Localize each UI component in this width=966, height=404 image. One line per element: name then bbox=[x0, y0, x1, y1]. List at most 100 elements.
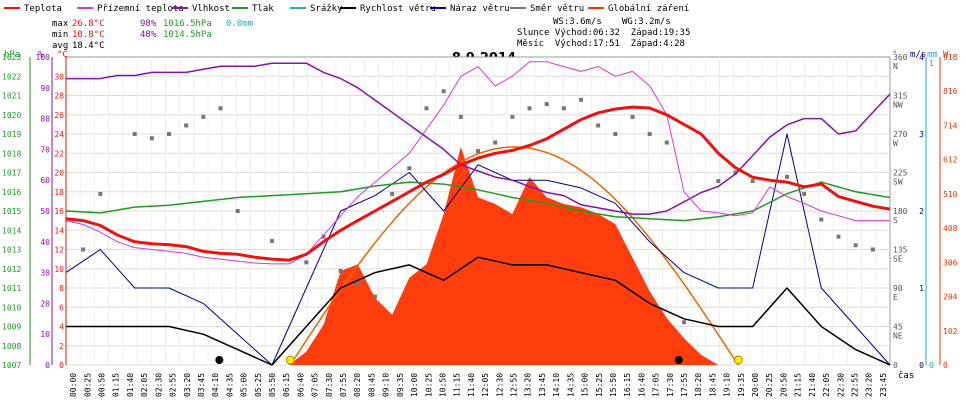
smer-point bbox=[184, 123, 189, 128]
tick-wm2: 0 bbox=[943, 361, 948, 370]
smer-point bbox=[664, 140, 669, 145]
tick-temp: 6 bbox=[59, 303, 64, 312]
x-tick-label: 01:40 bbox=[126, 373, 135, 397]
x-tick-label: 17:55 bbox=[680, 373, 689, 397]
tick-temp: 0 bbox=[59, 361, 64, 370]
tick-dir: 135 bbox=[893, 246, 908, 255]
tick-pct: 20 bbox=[40, 299, 50, 308]
line-vlhkost bbox=[66, 62, 891, 215]
x-tick-label: 18:20 bbox=[694, 373, 703, 397]
smer-point bbox=[785, 174, 789, 179]
tick-mm: 0 bbox=[929, 361, 934, 370]
sun-row: Slunce Východ:06:32 Západ:19:35 bbox=[517, 28, 690, 38]
x-tick-label: 06:15 bbox=[282, 373, 291, 397]
x-tick-label: 05:25 bbox=[254, 373, 263, 397]
tick-dir: 90 bbox=[893, 284, 903, 293]
legend: Teplota Přízemní teplota Vlhkost Tlak Srážky… bbox=[4, 4, 689, 14]
smer-point bbox=[476, 149, 480, 154]
x-tick-label: 03:20 bbox=[183, 373, 192, 397]
x-tick-label: 05:00 bbox=[240, 373, 249, 397]
tick-temp: 22 bbox=[54, 149, 64, 158]
tick-hpa: 1013 bbox=[2, 246, 21, 255]
x-tick-label: 11:40 bbox=[467, 373, 476, 397]
tick-temp: 28 bbox=[54, 92, 64, 101]
stat-avg-temp: 18.4°C bbox=[72, 41, 105, 51]
line-rychlost-vetru bbox=[66, 256, 891, 366]
tick-temp: 12 bbox=[54, 246, 64, 255]
tick-ms: 4 bbox=[919, 53, 924, 62]
x-tick-label: 02:30 bbox=[154, 373, 163, 397]
x-tick-label: 10:50 bbox=[438, 373, 447, 397]
line-naraz-vetru bbox=[65, 133, 891, 366]
sun-moon-markers bbox=[215, 355, 743, 365]
tick-hpa: 1009 bbox=[2, 323, 21, 332]
smer-point bbox=[870, 247, 875, 252]
smer-point bbox=[218, 106, 223, 111]
smer-point bbox=[596, 123, 601, 128]
smer-point bbox=[149, 136, 154, 141]
axis-title-dir: ° bbox=[892, 50, 897, 60]
stat-max-label: max bbox=[52, 19, 69, 29]
tick-pct: 80 bbox=[40, 115, 50, 124]
x-axis-label: čas bbox=[898, 370, 914, 381]
x-tick-label: 06:40 bbox=[296, 373, 305, 397]
tick-dir: 0 bbox=[893, 361, 898, 370]
tick-wm2: 510 bbox=[943, 190, 958, 199]
x-tick-label: 13:45 bbox=[538, 373, 547, 397]
x-tick-label: 23:45 bbox=[879, 373, 888, 397]
theoretical-radiation-curve bbox=[289, 146, 739, 366]
tick-temp: 18 bbox=[54, 188, 64, 197]
x-tick-label: 20:50 bbox=[779, 373, 788, 397]
x-tick-label: 17:05 bbox=[652, 373, 661, 397]
smer-point bbox=[98, 191, 103, 196]
tick-wm2: 306 bbox=[943, 258, 958, 267]
x-tick-label: 22:05 bbox=[822, 373, 831, 397]
legend-label-srazky: Srážky bbox=[310, 4, 343, 14]
tick-hpa: 1010 bbox=[2, 303, 21, 312]
stat-max-temp: 26.8°C bbox=[72, 19, 105, 29]
moonset-marker bbox=[215, 356, 224, 364]
line-teplota bbox=[65, 105, 891, 262]
x-tick-label: 07:30 bbox=[325, 373, 334, 397]
tick-temp: 14 bbox=[54, 226, 64, 235]
smer-point bbox=[441, 89, 446, 94]
x-tick-label: 01:15 bbox=[112, 373, 121, 397]
smer-point bbox=[304, 260, 309, 265]
x-tick-label: 21:40 bbox=[808, 373, 817, 397]
axes: hPa% °C1007100810091010101110121013101410… bbox=[2, 50, 958, 370]
x-tick-label: 09:35 bbox=[396, 373, 405, 397]
x-tick-label: 00:50 bbox=[98, 373, 107, 397]
x-tick-label: 23:20 bbox=[865, 373, 874, 397]
tick-pct: 50 bbox=[40, 207, 50, 216]
x-tick-label: 15:50 bbox=[609, 373, 618, 397]
x-tick-label: 07:55 bbox=[339, 373, 348, 397]
x-tick-label: 18:45 bbox=[708, 373, 717, 397]
smer-point bbox=[424, 106, 429, 111]
x-tick-label: 20:25 bbox=[765, 373, 774, 397]
tick-ms: 2 bbox=[919, 207, 924, 216]
smer-point bbox=[201, 114, 206, 119]
tick-dir-compass: N bbox=[893, 62, 898, 71]
tick-wm2: 918 bbox=[943, 53, 958, 62]
x-tick-label: 09:10 bbox=[382, 373, 391, 397]
tick-temp: 8 bbox=[59, 284, 64, 293]
tick-pct: 40 bbox=[40, 238, 50, 247]
x-tick-label: 16:15 bbox=[623, 373, 632, 397]
tick-hpa: 1015 bbox=[2, 207, 21, 216]
x-tick-label: 02:05 bbox=[140, 373, 149, 397]
x-tick-label: 08:20 bbox=[353, 373, 362, 397]
smer-point bbox=[750, 179, 755, 184]
tick-dir-compass: SW bbox=[893, 178, 903, 187]
smer-point bbox=[682, 320, 686, 325]
tick-hpa: 1018 bbox=[2, 149, 21, 158]
tick-dir: 225 bbox=[893, 169, 908, 178]
tick-pct: 70 bbox=[40, 145, 50, 154]
tick-hpa: 1023 bbox=[2, 53, 21, 62]
smer-point bbox=[630, 114, 635, 119]
smer-point bbox=[802, 191, 807, 196]
smer-point bbox=[373, 294, 377, 299]
x-tick-label: 12:30 bbox=[495, 373, 504, 397]
smer-point bbox=[321, 234, 326, 239]
x-tick-label: 10:00 bbox=[410, 373, 419, 397]
